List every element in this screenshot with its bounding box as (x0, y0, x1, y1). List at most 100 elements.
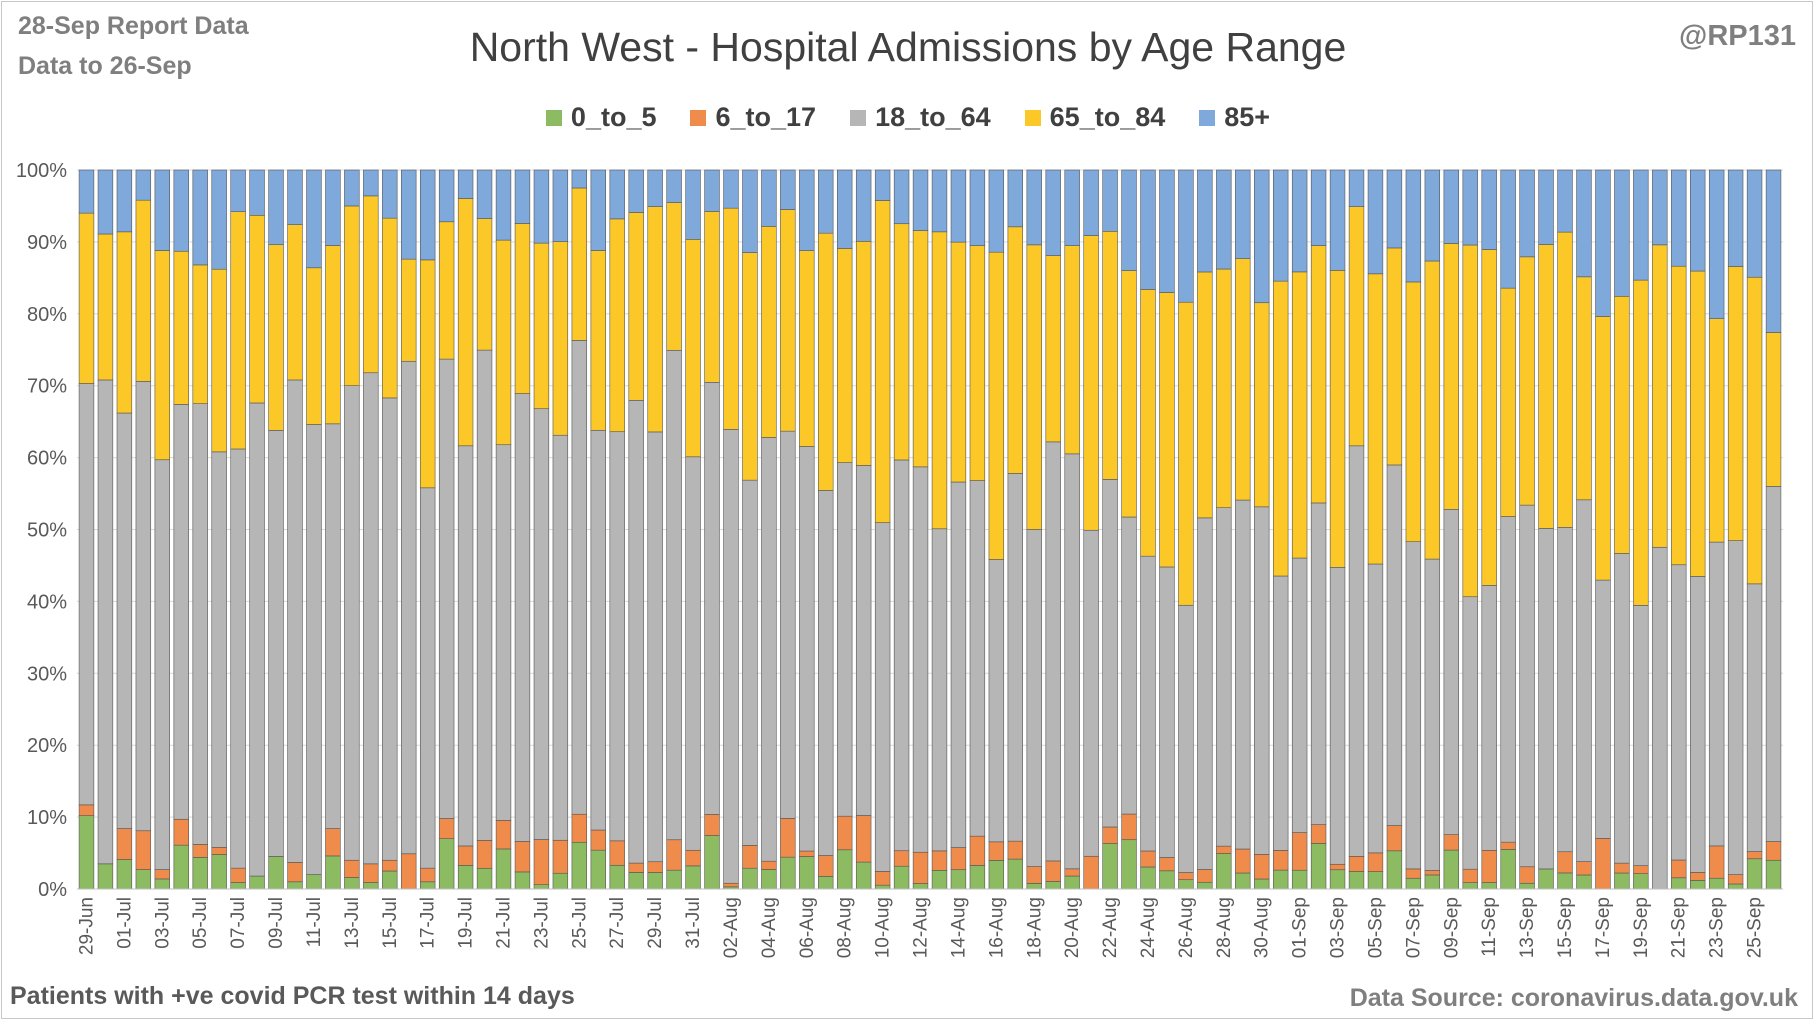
bar-segment-18_to_64 (1462, 596, 1478, 870)
bar-segment-85plus (438, 169, 455, 223)
bar-segment-85plus (1500, 169, 1516, 289)
bar-segment-85plus (1216, 169, 1232, 270)
bar-segment-0_to_5 (1310, 843, 1327, 890)
bar-segment-65_to_84 (230, 211, 246, 450)
bar-segment-18_to_64 (514, 393, 531, 842)
bar-segment-85plus (457, 169, 474, 199)
bar-segment-65_to_84 (514, 223, 531, 394)
bar-segment-65_to_84 (1272, 280, 1289, 577)
bar-segment-65_to_84 (1727, 266, 1744, 541)
bar-segment-85plus (1765, 169, 1782, 333)
bar-segment-18_to_64 (1500, 516, 1516, 843)
bar-segment-18_to_64 (893, 459, 910, 852)
bar-segment-65_to_84 (1235, 258, 1251, 501)
bar-segment-6_to_17 (1159, 857, 1175, 872)
bar-segment-0_to_5 (855, 861, 872, 890)
bar-segment-85plus (950, 169, 967, 243)
bar-segment-18_to_64 (609, 431, 625, 842)
bar-segment-65_to_84 (116, 231, 133, 414)
bar-segment-0_to_5 (647, 872, 663, 890)
x-tick-label: 10-Aug (873, 897, 894, 958)
bar-segment-85plus (382, 169, 398, 219)
bar-segment-6_to_17 (1424, 870, 1441, 876)
bar-segment-85plus (1576, 169, 1592, 278)
bar-segment-0_to_5 (1614, 872, 1630, 890)
bar-segment-85plus (1064, 169, 1080, 246)
y-tick-label: 100% (16, 160, 67, 182)
bar-segment-65_to_84 (818, 232, 834, 491)
bar-segment-0_to_5 (1291, 869, 1308, 890)
bar-segment-65_to_84 (1576, 276, 1592, 501)
bar-segment-18_to_64 (1197, 517, 1213, 870)
bar-segment-18_to_64 (1519, 504, 1535, 868)
x-tick-label: 30-Aug (1252, 897, 1273, 958)
bar-segment-6_to_17 (1746, 851, 1763, 860)
bar-segment-18_to_64 (552, 434, 569, 841)
legend-label: 18_to_64 (875, 102, 991, 132)
bar-segment-65_to_84 (211, 268, 227, 453)
bar-segment-6_to_17 (287, 862, 303, 883)
bar-segment-18_to_64 (344, 385, 360, 861)
bar-segment-6_to_17 (1178, 872, 1194, 881)
bar-segment-65_to_84 (912, 230, 929, 468)
bar-segment-6_to_17 (1216, 845, 1232, 854)
bar-segment-65_to_84 (1102, 231, 1118, 480)
bar-segment-6_to_17 (1083, 855, 1099, 890)
bar-segment-65_to_84 (306, 267, 322, 425)
bar-segment-6_to_17 (666, 839, 682, 871)
bar-segment-18_to_64 (306, 424, 322, 875)
bar-segment-65_to_84 (1708, 318, 1725, 543)
bar-segment-18_to_64 (1178, 604, 1194, 873)
bar-segment-6_to_17 (78, 804, 95, 816)
bar-segment-0_to_5 (628, 872, 644, 890)
bar-segment-6_to_17 (1633, 865, 1649, 874)
bar-segment-6_to_17 (438, 818, 455, 839)
bar-segment-65_to_84 (742, 252, 758, 481)
bar-segment-6_to_17 (969, 835, 986, 866)
legend-label: 0_to_5 (570, 102, 657, 132)
x-tick-label: 17-Jul (418, 897, 439, 949)
bar-segment-0_to_5 (1045, 881, 1061, 890)
bar-segment-6_to_17 (893, 850, 910, 867)
x-tick-label: 25-Jul (569, 897, 590, 949)
bar-segment-6_to_17 (1121, 813, 1137, 841)
bar-segment-0_to_5 (837, 849, 853, 890)
bar-segment-85plus (1178, 169, 1194, 303)
bar-segment-0_to_5 (211, 854, 227, 890)
bar-segment-18_to_64 (874, 522, 891, 872)
bar-segment-0_to_5 (533, 884, 550, 890)
legend-label: 6_to_17 (715, 102, 817, 132)
bar-segment-0_to_5 (1367, 871, 1384, 890)
bar-segment-85plus (1633, 169, 1649, 281)
x-tick-label: 29-Jul (645, 897, 666, 949)
bar-segment-65_to_84 (1083, 235, 1099, 531)
x-tick-label: 22-Aug (1100, 897, 1121, 958)
bar-segment-6_to_17 (325, 828, 341, 857)
bar-segment-6_to_17 (1671, 859, 1687, 879)
bar-segment-18_to_64 (1348, 445, 1365, 857)
bar-segment-18_to_64 (1765, 486, 1782, 842)
bar-segment-85plus (495, 169, 512, 241)
bar-segment-6_to_17 (855, 815, 872, 863)
bar-segment-0_to_5 (1727, 883, 1744, 890)
bar-segment-0_to_5 (1424, 874, 1441, 890)
bar-segment-6_to_17 (1765, 841, 1782, 861)
bar-segment-65_to_84 (1178, 301, 1194, 606)
bar-segment-18_to_64 (647, 431, 663, 863)
bar-segment-18_to_64 (457, 445, 474, 847)
bar-segment-65_to_84 (1746, 276, 1763, 585)
bar-segment-6_to_17 (382, 859, 398, 872)
bar-segment-0_to_5 (1178, 879, 1194, 890)
bar-segment-85plus (1159, 169, 1175, 293)
legend-item: 65_to_84 (1024, 102, 1165, 133)
x-tick-label: 04-Aug (759, 897, 780, 958)
x-tick-label: 21-Jul (494, 897, 515, 949)
bar-segment-85plus (1557, 169, 1573, 233)
bar-segment-85plus (742, 169, 758, 253)
bar-segment-6_to_17 (457, 845, 474, 866)
bar-segment-18_to_64 (230, 448, 246, 869)
bar-segment-65_to_84 (1367, 273, 1384, 565)
bar-segment-6_to_17 (685, 849, 701, 867)
bar-segment-85plus (1708, 169, 1725, 319)
bar-segment-65_to_84 (325, 245, 341, 425)
